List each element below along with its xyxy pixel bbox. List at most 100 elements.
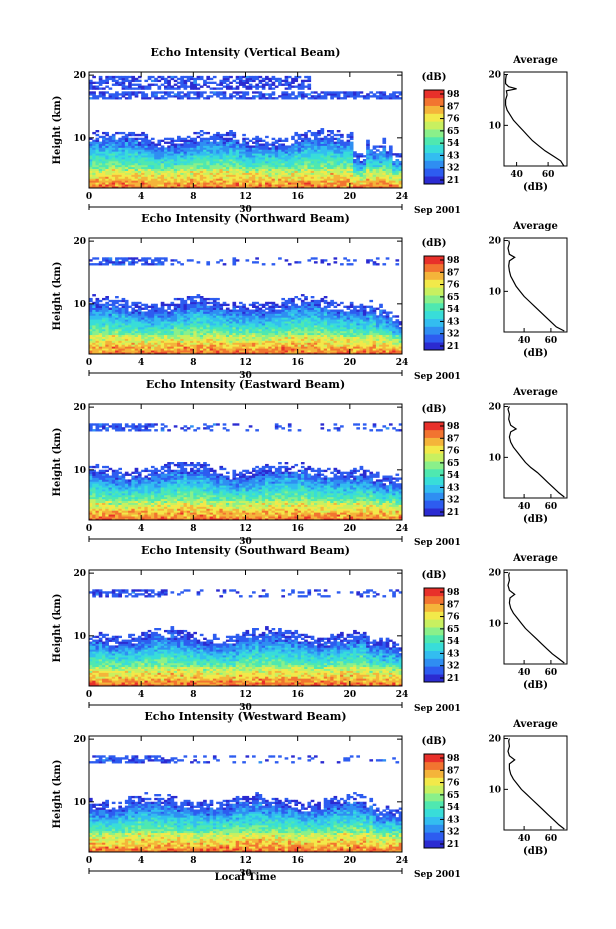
colorbar-swatch xyxy=(424,635,444,644)
colorbar-tick-label: 98 xyxy=(447,90,460,100)
average-x-tick-label: 40 xyxy=(518,834,531,844)
y-tick-label: 20 xyxy=(73,237,86,247)
colorbar-swatch xyxy=(424,588,444,597)
average-x-tick-label: 60 xyxy=(545,834,558,844)
average-y-tick-label: 10 xyxy=(488,287,501,297)
y-tick-label: 20 xyxy=(73,569,86,579)
x-tick-label: 0 xyxy=(86,524,92,534)
colorbar-swatch xyxy=(424,754,444,763)
colorbar-tick-label: 32 xyxy=(447,828,460,838)
x-tick-label: 20 xyxy=(344,856,357,866)
colorbar-tick-label: 87 xyxy=(447,766,460,776)
x-tick-label: 8 xyxy=(190,524,196,534)
colorbar-swatch xyxy=(424,469,444,478)
x-tick-label: 20 xyxy=(344,524,357,534)
colorbar-swatch xyxy=(424,97,444,106)
colorbar-swatch xyxy=(424,761,444,770)
colorbar-tick-label: 98 xyxy=(447,754,460,764)
colorbar-tick-label: 87 xyxy=(447,600,460,610)
colorbar: 98 87 76 65 54 43 32 21 xyxy=(423,255,460,352)
x-tick-label: 20 xyxy=(344,690,357,700)
colorbar-swatch xyxy=(424,279,444,288)
panel-3: Echo Intensity (Southward Beam) 0 4 8 12 16 20… xyxy=(52,544,568,714)
colorbar-tick-label: 65 xyxy=(447,459,460,469)
average-panel: Average 10 20 40 60 (dB) xyxy=(488,55,568,193)
month-label: Sep 2001 xyxy=(414,372,461,382)
colorbar-tick-label: 54 xyxy=(447,471,460,481)
x-tick-label: 24 xyxy=(396,690,409,700)
average-x-tick-label: 60 xyxy=(545,336,558,346)
x-tick-label: 0 xyxy=(86,690,92,700)
x-tick-label: 16 xyxy=(291,524,304,534)
average-title: Average xyxy=(512,553,558,564)
colorbar-unit: (dB) xyxy=(422,736,447,747)
x-tick-label: 16 xyxy=(291,856,304,866)
colorbar-tick-label: 65 xyxy=(447,293,460,303)
colorbar-tick-label: 43 xyxy=(447,815,460,825)
average-panel: Average 10 20 40 60 (dB) xyxy=(488,387,568,525)
colorbar-tick-label: 98 xyxy=(447,588,460,598)
average-y-tick-label: 10 xyxy=(488,785,501,795)
colorbar-swatch xyxy=(424,318,444,327)
average-profile-line xyxy=(507,240,565,332)
average-y-tick-label: 10 xyxy=(488,453,501,463)
x-tick-label: 12 xyxy=(239,856,252,866)
colorbar-swatch xyxy=(424,121,444,130)
average-profile-line xyxy=(507,406,565,498)
colorbar-tick-label: 76 xyxy=(447,613,460,623)
average-y-tick-label: 20 xyxy=(488,569,501,579)
colorbar-swatch xyxy=(424,271,444,280)
panel-title: Echo Intensity (Southward Beam) xyxy=(141,544,350,557)
x-tick-label: 16 xyxy=(291,690,304,700)
average-y-tick-label: 20 xyxy=(488,403,501,413)
average-panel: Average 10 20 40 60 (dB) xyxy=(488,221,568,359)
colorbar-unit: (dB) xyxy=(422,404,447,415)
x-tick-label: 24 xyxy=(396,358,409,368)
date-label: 30 xyxy=(239,869,252,879)
colorbar-swatch xyxy=(424,603,444,612)
average-profile-line xyxy=(507,572,565,664)
heatmap-field xyxy=(89,423,403,521)
y-tick-label: 10 xyxy=(73,300,86,310)
colorbar-swatch xyxy=(424,484,444,493)
colorbar-swatch xyxy=(424,840,444,849)
colorbar-tick-label: 32 xyxy=(447,330,460,340)
colorbar-swatch xyxy=(424,113,444,122)
colorbar-tick-label: 32 xyxy=(447,662,460,672)
colorbar-swatch xyxy=(424,303,444,312)
colorbar: 98 87 76 65 54 43 32 21 xyxy=(423,753,460,850)
colorbar-swatch xyxy=(424,666,444,675)
colorbar-tick-label: 76 xyxy=(447,281,460,291)
colorbar-swatch xyxy=(424,445,444,454)
colorbar-unit: (dB) xyxy=(422,72,447,83)
average-frame xyxy=(503,735,568,831)
average-x-tick-label: 60 xyxy=(542,170,555,180)
colorbar-swatch xyxy=(424,508,444,517)
colorbar: 98 87 76 65 54 43 32 21 xyxy=(423,89,460,186)
average-x-label: (dB) xyxy=(523,680,548,691)
colorbar-unit: (dB) xyxy=(422,238,447,249)
colorbar-swatch xyxy=(424,437,444,446)
x-tick-label: 12 xyxy=(239,358,252,368)
colorbar-tick-label: 76 xyxy=(447,115,460,125)
average-frame xyxy=(503,403,568,499)
average-profile-line xyxy=(505,74,565,167)
colorbar-swatch xyxy=(424,674,444,683)
x-tick-label: 12 xyxy=(239,524,252,534)
average-x-label: (dB) xyxy=(523,182,548,193)
date-label: 30 xyxy=(239,371,252,381)
x-tick-label: 8 xyxy=(190,192,196,202)
average-x-tick-label: 60 xyxy=(545,668,558,678)
y-tick-label: 10 xyxy=(73,466,86,476)
colorbar-tick-label: 32 xyxy=(447,164,460,174)
average-title: Average xyxy=(512,387,558,398)
colorbar-frame xyxy=(423,255,445,351)
colorbar-tick-label: 65 xyxy=(447,625,460,635)
heatmap-field xyxy=(89,755,403,853)
average-panel: Average 10 20 40 60 (dB) xyxy=(488,553,568,691)
colorbar-tick-label: 43 xyxy=(447,483,460,493)
x-tick-label: 4 xyxy=(138,192,144,202)
colorbar-frame xyxy=(423,421,445,517)
y-tick-label: 10 xyxy=(73,134,86,144)
